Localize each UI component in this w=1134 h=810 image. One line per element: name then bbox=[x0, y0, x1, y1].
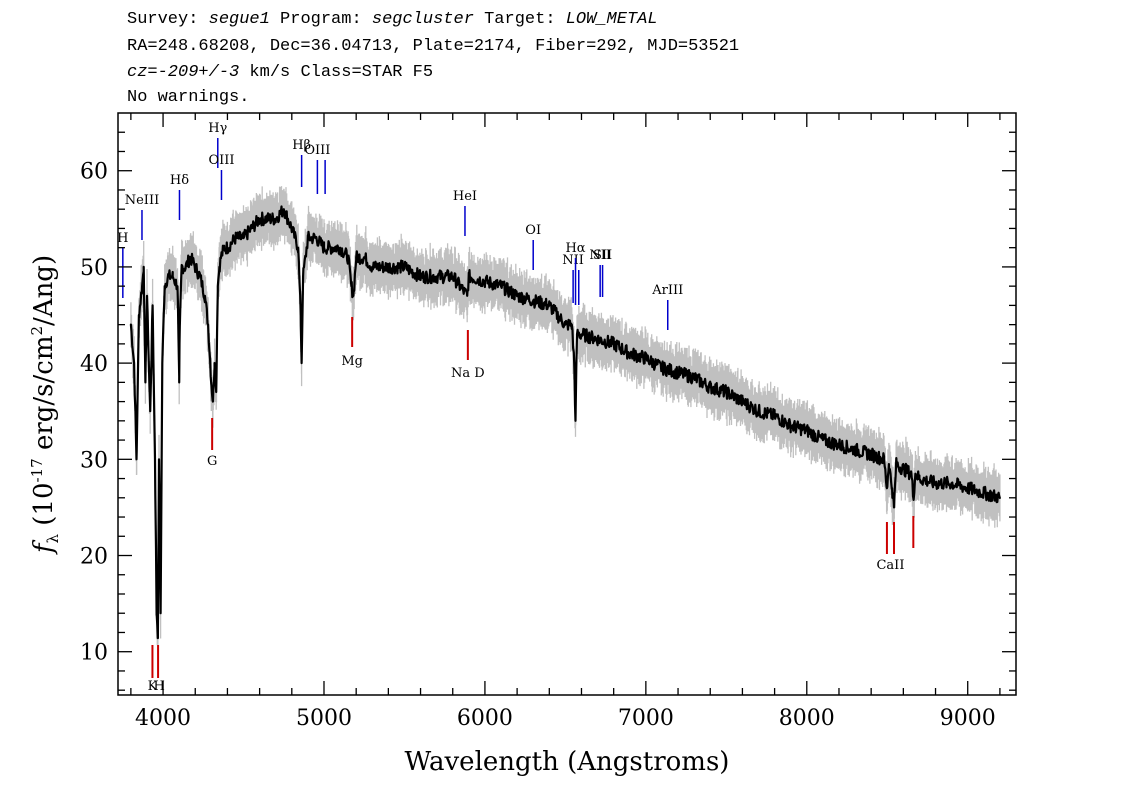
emission-line-label: OIII bbox=[208, 153, 234, 168]
emission-line-label: NII bbox=[562, 253, 584, 268]
class-text: km/s Class=STAR F5 bbox=[239, 63, 434, 82]
program-label: Program: bbox=[280, 10, 362, 29]
x-tick-label: 8000 bbox=[779, 706, 835, 731]
emission-line-label: NII bbox=[589, 248, 611, 263]
absorption-line-label: G bbox=[207, 454, 217, 469]
header-line-2: RA=248.68208, Dec=36.04713, Plate=2174, … bbox=[127, 37, 740, 56]
absorption-line-label: Mg bbox=[341, 354, 363, 369]
emission-line-label: NeIII bbox=[125, 193, 159, 208]
axes: 4000 5000 6000 7000 8000 9000 10 20 30 40 50 60 bbox=[80, 113, 1016, 731]
target-value: LOW_METAL bbox=[565, 10, 658, 29]
absorption-line-label: H bbox=[154, 679, 165, 694]
y-tick-label: 30 bbox=[80, 448, 108, 473]
y-tick-label: 10 bbox=[80, 641, 108, 666]
x-axis-label: Wavelength (Angstroms) bbox=[405, 747, 730, 777]
emission-line-label: Hγ bbox=[208, 121, 227, 136]
absorption-line-label: CaII bbox=[876, 558, 904, 573]
emission-line-label: ArIII bbox=[651, 283, 683, 298]
absorption-line-label: Na D bbox=[451, 366, 485, 381]
emission-line-label: Hβ bbox=[292, 138, 311, 153]
emission-line-label: OI bbox=[525, 223, 541, 238]
emission-line-label: HeI bbox=[453, 189, 477, 204]
cz-value: -209+/-3 bbox=[157, 63, 240, 82]
y-axis-label: fλ (10-17 erg/s/cm2/Ang) bbox=[28, 255, 62, 555]
emission-line-label: Hα bbox=[565, 241, 585, 256]
header-line-4: No warnings. bbox=[127, 88, 250, 107]
y-tick-label: 40 bbox=[80, 352, 108, 377]
y-tick-label: 20 bbox=[80, 545, 108, 570]
header-line-3: cz=-209+/-3 km/s Class=STAR F5 bbox=[127, 63, 433, 82]
x-tick-label: 9000 bbox=[940, 706, 996, 731]
absorption-line-label: K bbox=[148, 679, 158, 694]
emission-line-label: Hδ bbox=[170, 173, 189, 188]
survey-value: segue1 bbox=[208, 10, 270, 29]
x-tick-label: 4000 bbox=[135, 706, 191, 731]
x-tick-label: 6000 bbox=[457, 706, 513, 731]
x-tick-label: 7000 bbox=[618, 706, 674, 731]
emission-line-label: SII bbox=[593, 248, 612, 263]
target-label: Target: bbox=[484, 10, 556, 29]
cz-prefix: cz= bbox=[127, 63, 158, 82]
header-line-1: Survey: segue1 Program: segcluster Targe… bbox=[127, 10, 658, 29]
flux-series-line bbox=[129, 205, 1001, 640]
emission-line-label: OIII bbox=[304, 143, 330, 158]
y-tick-label: 50 bbox=[80, 256, 108, 281]
survey-label: Survey: bbox=[127, 10, 199, 29]
plot-frame bbox=[117, 112, 1017, 696]
emission-line-label: H bbox=[117, 231, 128, 246]
y-tick-label: 60 bbox=[80, 160, 108, 185]
x-tick-label: 5000 bbox=[296, 706, 352, 731]
program-value: segcluster bbox=[371, 10, 474, 29]
